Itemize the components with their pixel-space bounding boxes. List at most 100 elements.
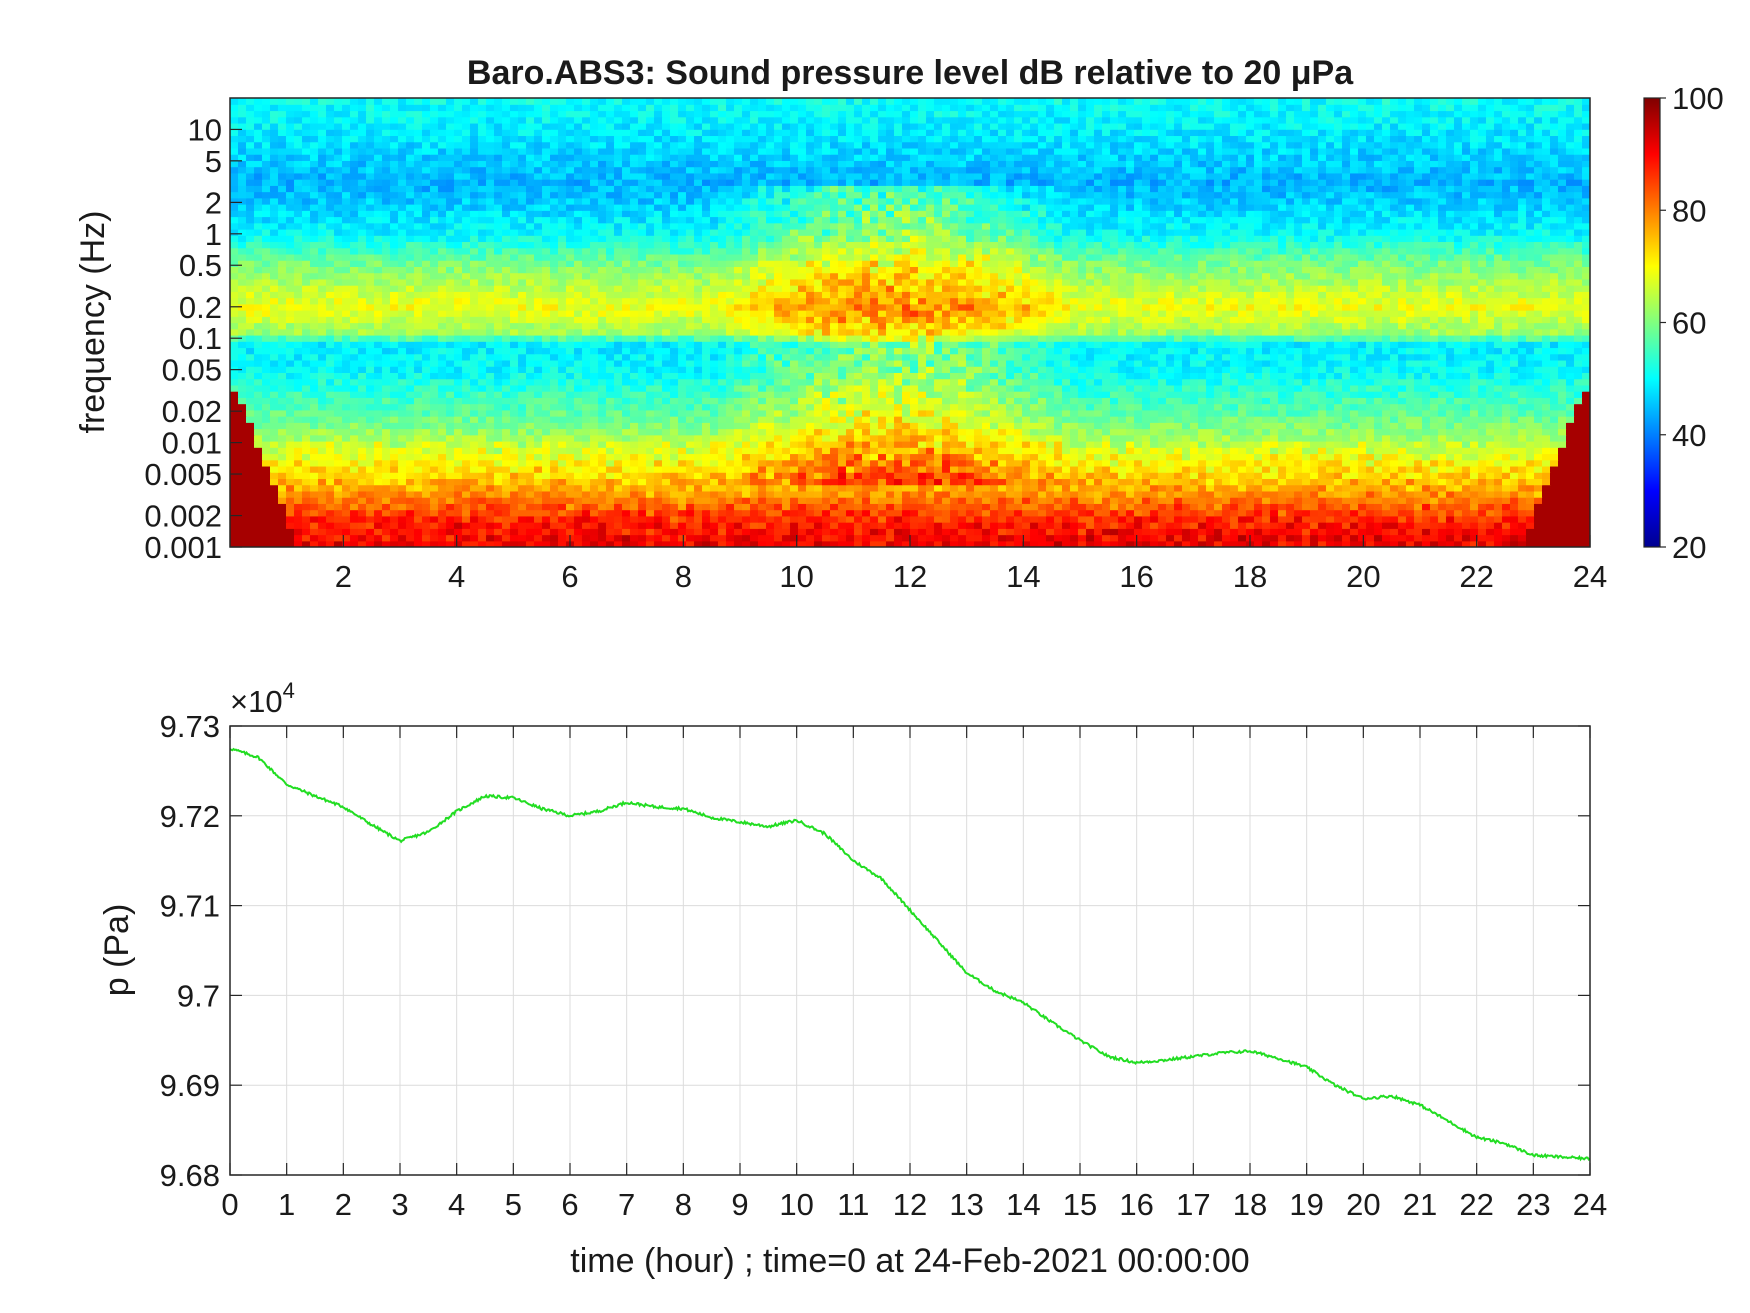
heatmap-cell <box>526 440 535 448</box>
heatmap-cell <box>534 359 543 367</box>
heatmap-cell <box>1470 515 1479 523</box>
heatmap-cell <box>894 434 903 442</box>
heatmap-cell <box>942 515 951 523</box>
heatmap-cell <box>750 540 759 547</box>
heatmap-cell <box>574 434 583 442</box>
heatmap-cell <box>1318 403 1327 411</box>
heatmap-cell <box>438 422 447 430</box>
heatmap-cell <box>374 384 383 392</box>
heatmap-cell <box>422 359 431 367</box>
heatmap-cell <box>326 409 335 417</box>
heatmap-cell <box>830 434 839 442</box>
heatmap-cell <box>734 384 743 392</box>
heatmap-cell <box>1382 490 1391 498</box>
heatmap-cell <box>1366 397 1375 405</box>
heatmap-cell <box>1558 428 1567 436</box>
heatmap-cell <box>742 378 751 386</box>
heatmap-cell <box>262 434 271 442</box>
heatmap-cell <box>1174 384 1183 392</box>
heatmap-cell <box>1302 528 1311 536</box>
heatmap-cell <box>294 428 303 436</box>
heatmap-cell <box>502 515 511 523</box>
heatmap-cell <box>1046 472 1055 480</box>
heatmap-cell <box>1510 378 1519 386</box>
heatmap-cell <box>1382 503 1391 511</box>
heatmap-cell <box>934 540 943 547</box>
heatmap-cell <box>1198 484 1207 492</box>
heatmap-cell <box>438 540 447 547</box>
heatmap-cell <box>822 534 831 542</box>
heatmap-cell <box>1030 416 1039 423</box>
heatmap-cell <box>654 497 663 504</box>
heatmap-cell <box>1254 515 1263 523</box>
heatmap-cell <box>670 522 679 529</box>
heatmap-cell <box>1350 434 1359 442</box>
heatmap-cell <box>1246 397 1255 405</box>
heatmap-cell <box>398 515 407 523</box>
heatmap-cell <box>1526 540 1535 547</box>
heatmap-cell <box>550 422 559 430</box>
heatmap-cell <box>278 472 287 480</box>
heatmap-cell <box>686 503 695 511</box>
heatmap-cell <box>918 534 927 542</box>
heatmap-cell <box>1174 490 1183 498</box>
heatmap-cell <box>1174 409 1183 417</box>
heatmap-cell <box>1558 459 1567 467</box>
heatmap-cell <box>1542 472 1551 480</box>
heatmap-cell <box>302 472 311 480</box>
heatmap-cell <box>646 366 655 373</box>
heatmap-cell <box>806 522 815 529</box>
heatmap-cell <box>446 391 455 398</box>
heatmap-cell <box>1078 515 1087 523</box>
heatmap-cell <box>582 478 591 486</box>
heatmap-cell <box>318 391 327 398</box>
heatmap-cell <box>1134 366 1143 373</box>
heatmap-cell <box>1174 515 1183 523</box>
heatmap-cell <box>782 391 791 398</box>
heatmap-cell <box>630 534 639 542</box>
heatmap-cell <box>806 422 815 430</box>
heatmap-cell <box>1046 515 1055 523</box>
heatmap-cell <box>958 372 967 380</box>
heatmap-cell <box>598 403 607 411</box>
heatmap-cell <box>894 422 903 430</box>
heatmap-cell <box>1014 534 1023 542</box>
heatmap-cell <box>382 509 391 517</box>
heatmap-cell <box>630 497 639 504</box>
heatmap-cell <box>286 459 295 467</box>
heatmap-cell <box>326 503 335 511</box>
heatmap-cell <box>438 503 447 511</box>
heatmap-cell <box>1078 478 1087 486</box>
heatmap-cell <box>1142 497 1151 504</box>
heatmap-cell <box>1510 522 1519 529</box>
heatmap-cell <box>558 403 567 411</box>
heatmap-cell <box>390 397 399 405</box>
heatmap-cell <box>742 528 751 536</box>
heatmap-cell <box>1486 434 1495 442</box>
heatmap-cell <box>918 403 927 411</box>
heatmap-cell <box>1582 453 1590 461</box>
heatmap-cell <box>1270 378 1279 386</box>
heatmap-cell <box>1094 391 1103 398</box>
heatmap-cell <box>1430 459 1439 467</box>
heatmap-cell <box>1270 409 1279 417</box>
heatmap-cell <box>1222 428 1231 436</box>
heatmap-cell <box>966 384 975 392</box>
heatmap-cell <box>958 490 967 498</box>
heatmap-cell <box>646 465 655 473</box>
heatmap-cell <box>1062 397 1071 405</box>
heatmap-cell <box>1262 366 1271 373</box>
heatmap-cell <box>846 440 855 448</box>
heatmap-cell <box>1510 391 1519 398</box>
heatmap-cell <box>718 409 727 417</box>
heatmap-cell <box>414 528 423 536</box>
heatmap-cell <box>1494 434 1503 442</box>
heatmap-cell <box>230 459 239 467</box>
heatmap-cell <box>710 440 719 448</box>
heatmap-cell <box>270 459 279 467</box>
heatmap-cell <box>1238 434 1247 442</box>
heatmap-cell <box>998 434 1007 442</box>
heatmap-cell <box>1078 397 1087 405</box>
heatmap-cell <box>678 391 687 398</box>
heatmap-cell <box>534 428 543 436</box>
